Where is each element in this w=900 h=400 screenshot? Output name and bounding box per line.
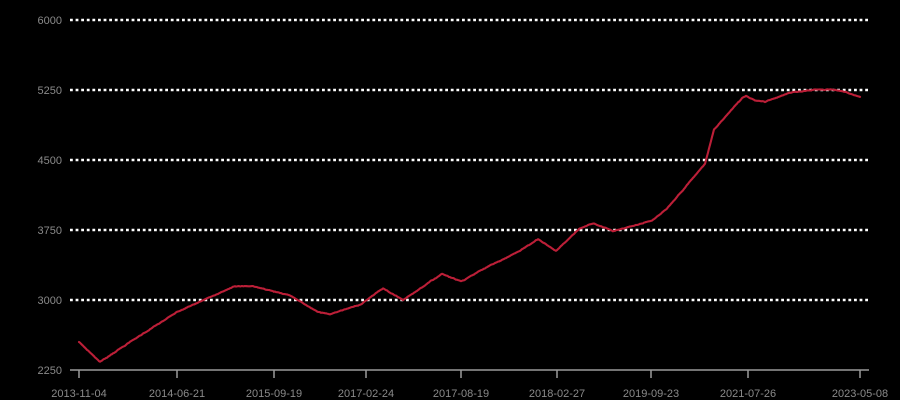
svg-text:4500: 4500 bbox=[38, 155, 62, 167]
svg-text:2023-05-08: 2023-05-08 bbox=[832, 388, 888, 400]
svg-text:2014-06-21: 2014-06-21 bbox=[149, 388, 205, 400]
svg-text:2018-02-27: 2018-02-27 bbox=[529, 388, 585, 400]
svg-text:2019-09-23: 2019-09-23 bbox=[623, 388, 679, 400]
svg-text:2015-09-19: 2015-09-19 bbox=[246, 388, 302, 400]
svg-text:2017-02-24: 2017-02-24 bbox=[338, 388, 394, 400]
svg-text:2017-08-19: 2017-08-19 bbox=[433, 388, 489, 400]
svg-text:2250: 2250 bbox=[38, 365, 62, 377]
svg-text:6000: 6000 bbox=[38, 15, 62, 27]
svg-text:5250: 5250 bbox=[38, 85, 62, 97]
svg-text:2013-11-04: 2013-11-04 bbox=[51, 388, 106, 400]
svg-text:2021-07-26: 2021-07-26 bbox=[720, 388, 776, 400]
svg-text:3000: 3000 bbox=[38, 295, 62, 307]
svg-text:3750: 3750 bbox=[38, 225, 62, 237]
